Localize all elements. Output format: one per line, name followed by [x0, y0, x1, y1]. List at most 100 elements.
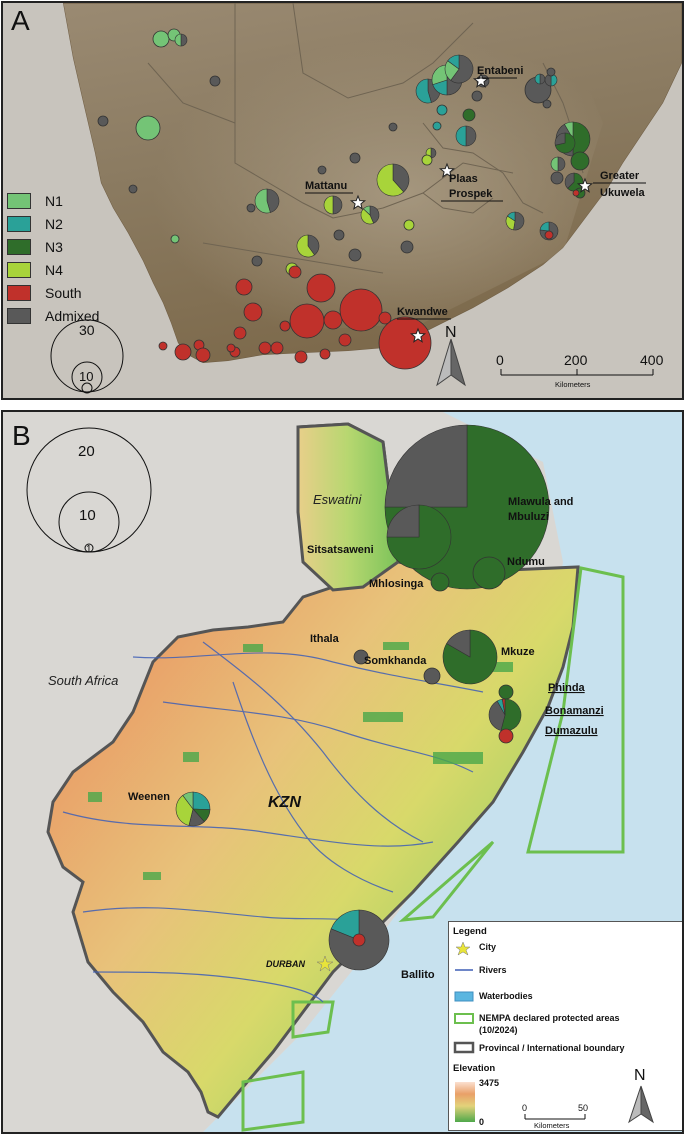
- sample-pie-a-30: [378, 311, 392, 325]
- pie-slice: [539, 221, 550, 232]
- pie-slice: [338, 333, 352, 347]
- sample-pie-a-16: [296, 234, 320, 258]
- sample-pie-a-52: [432, 121, 442, 131]
- legend-swatch-south: [7, 284, 31, 301]
- place-ndumu: Ndumu: [507, 556, 545, 568]
- scale-tick-200: 200: [564, 352, 588, 368]
- place-ballito: Ballito: [401, 969, 435, 981]
- place-bonamanzi: Bonamanzi: [545, 705, 604, 717]
- sample-pie-a-11: [349, 152, 361, 164]
- scale-unit-a: Kilometers: [555, 380, 591, 389]
- pie-slice: [455, 125, 467, 147]
- place-south-africa: South Africa: [48, 673, 118, 688]
- pie-slice: [254, 188, 271, 214]
- pie-slice: [498, 684, 514, 700]
- sample-pie-a-6: [128, 184, 138, 194]
- sample-pie-a-38: [174, 343, 192, 361]
- place-ukuwela: Ukuwela: [600, 187, 646, 199]
- sample-pie-a-34: [258, 341, 272, 355]
- pie-slice: [384, 424, 468, 508]
- sample-pie-a-41: [319, 348, 331, 360]
- pie-slice: [362, 205, 371, 216]
- panel-a-pies: [97, 28, 591, 370]
- pie-slice: [158, 341, 168, 351]
- pie-slice: [174, 343, 192, 361]
- pie-slice: [270, 341, 284, 355]
- sample-pie-a-61: [542, 99, 552, 109]
- sample-pie-a-60: [546, 67, 556, 77]
- pie-slice: [436, 104, 448, 116]
- pie-slice: [432, 121, 442, 131]
- size-label-10b: 10: [79, 507, 96, 524]
- legend-city-label: City: [479, 942, 497, 952]
- place-mkuze: Mkuze: [501, 646, 535, 658]
- nempa-protected-areas: [241, 566, 625, 1132]
- pie-slice: [323, 195, 334, 215]
- pie-slice: [513, 211, 525, 231]
- place-mhlosinga: Mhlosinga: [369, 578, 424, 590]
- sample-pie-a-49: [471, 90, 483, 102]
- place-eswatini: Eswatini: [313, 492, 363, 507]
- sample-pie-a-42: [338, 333, 352, 347]
- reserve-star-icon: [349, 194, 367, 210]
- pie-somkhanda: [423, 667, 441, 685]
- north-arrow-b-icon: [628, 1085, 654, 1124]
- legend-nempa-label: NEMPA declared protected areas: [479, 1013, 620, 1023]
- sample-pie-a-32: [279, 320, 291, 332]
- elevation-ramp: [455, 1082, 475, 1122]
- pie-slice: [353, 649, 369, 665]
- sample-pie-a-3: [135, 115, 161, 141]
- size-label-1: 1: [86, 544, 92, 555]
- legend-waterbodies-label: Waterbodies: [479, 991, 533, 1001]
- pie-slice: [557, 156, 566, 172]
- sample-pie-a-53: [455, 125, 477, 147]
- sample-pie-a-9: [323, 195, 343, 215]
- pie-slice: [333, 229, 345, 241]
- reserve-star-icon: [576, 177, 594, 193]
- sample-pie-a-44: [226, 343, 236, 353]
- pie-slice: [152, 30, 170, 48]
- pie-slice: [266, 188, 280, 213]
- pie-slice: [246, 203, 256, 213]
- place-durban: DURBAN: [266, 959, 305, 969]
- pie-slice: [450, 54, 474, 84]
- sample-pie-a-15: [333, 229, 345, 241]
- reserve-star-icon: [409, 327, 427, 343]
- pie-slice: [430, 572, 450, 592]
- pie-slice: [465, 125, 477, 147]
- scale-bar-a: [500, 369, 654, 376]
- pie-slice: [209, 75, 221, 87]
- pie-slice: [258, 341, 272, 355]
- pie-slice: [378, 311, 392, 325]
- pie-slice: [289, 303, 325, 339]
- legend-elevation-title: Elevation: [453, 1063, 496, 1074]
- place-prospek: Prospek: [449, 188, 493, 200]
- sample-pie-a-25: [235, 278, 253, 296]
- size-label-30: 30: [79, 322, 95, 338]
- place-entabeni: Entabeni: [477, 65, 523, 77]
- pie-slice: [180, 33, 188, 47]
- pie-slice: [546, 67, 556, 77]
- pie-slice: [386, 504, 420, 538]
- pie-slice: [462, 108, 476, 122]
- sample-pie-a-4: [209, 75, 221, 87]
- panel-a-letter: A: [11, 5, 30, 36]
- place-sitsatsaweni: Sitsatsaweni: [307, 544, 374, 556]
- legend-label-n2: N2: [45, 215, 63, 232]
- pie-slice: [349, 152, 361, 164]
- pie-slice: [376, 163, 405, 197]
- sample-pie-a-10: [360, 205, 380, 225]
- panel-a-stars: [349, 72, 594, 343]
- pie-slice: [446, 629, 471, 658]
- sample-pie-a-22: [400, 240, 414, 254]
- panel-b-pies: [175, 424, 550, 971]
- pie-slice: [339, 288, 383, 332]
- sample-pie-a-70: [505, 211, 525, 231]
- scale-tick-400: 400: [640, 352, 664, 368]
- place-mlawula: Mlawula and: [508, 496, 573, 508]
- legend-label-admixed: Admixed: [45, 307, 100, 324]
- legend-b-title: Legend: [453, 926, 487, 937]
- pie-slice: [294, 350, 308, 364]
- pie-ndumu: [472, 556, 506, 590]
- pie-slice: [501, 698, 506, 716]
